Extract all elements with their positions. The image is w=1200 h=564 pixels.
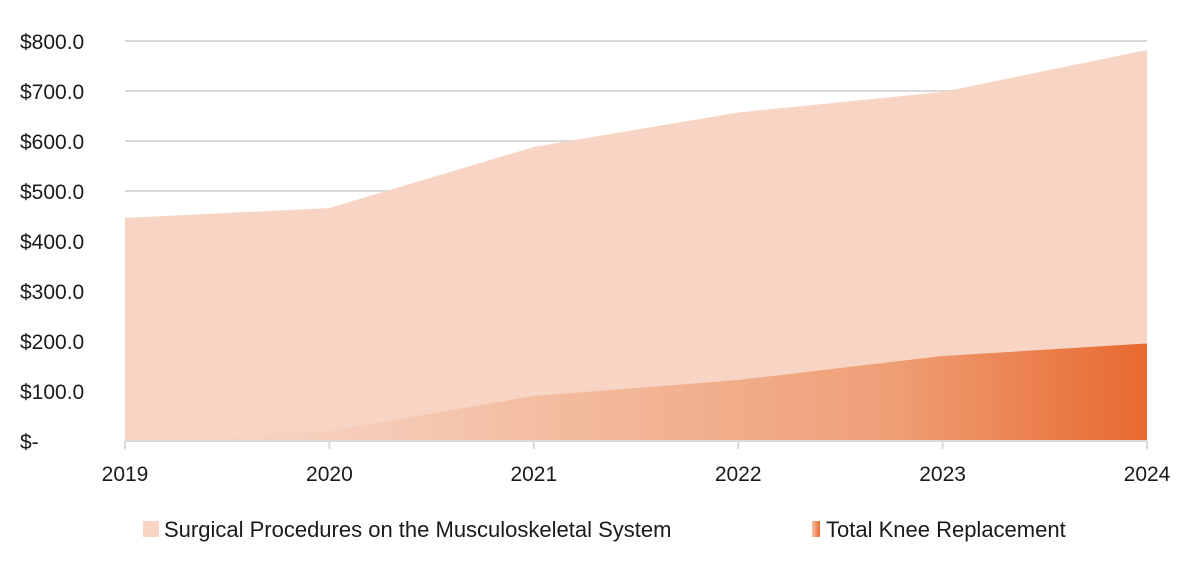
x-tick-label: 2020 xyxy=(306,463,353,486)
y-tick-label: $800.0 xyxy=(20,31,84,54)
y-tick-label: $600.0 xyxy=(20,131,84,154)
series-areas xyxy=(125,50,1147,441)
legend-label: Surgical Procedures on the Musculoskelet… xyxy=(164,517,671,542)
y-tick-label: $200.0 xyxy=(20,331,84,354)
y-tick-label: $500.0 xyxy=(20,181,84,204)
x-tick-label: 2023 xyxy=(919,463,966,486)
legend-swatch xyxy=(812,521,820,537)
x-tick-label: 2021 xyxy=(510,463,557,486)
x-tick-label: 2022 xyxy=(715,463,762,486)
legend-item-knee-replacement[interactable]: Total Knee Replacement xyxy=(812,517,1066,542)
axes: $- $100.0 $200.0 $300.0 $400.0 $500.0 $600.0 $7… xyxy=(20,31,1171,486)
y-tick-label: $700.0 xyxy=(20,81,84,104)
y-tick-label: $300.0 xyxy=(20,281,84,304)
y-tick-label: $100.0 xyxy=(20,381,84,404)
series-area-knee-replacement xyxy=(125,343,1147,441)
legend: Surgical Procedures on the Musculoskelet… xyxy=(143,517,1066,542)
y-tick-label: $- xyxy=(20,431,39,454)
y-tick-label: $400.0 xyxy=(20,231,84,254)
x-tick-label: 2024 xyxy=(1124,463,1171,486)
legend-label: Total Knee Replacement xyxy=(826,517,1066,542)
legend-item-musculoskeletal[interactable]: Surgical Procedures on the Musculoskelet… xyxy=(143,517,671,542)
legend-swatch xyxy=(143,521,159,537)
x-tick-label: 2019 xyxy=(102,463,149,486)
series-area-musculoskeletal xyxy=(125,50,1147,441)
